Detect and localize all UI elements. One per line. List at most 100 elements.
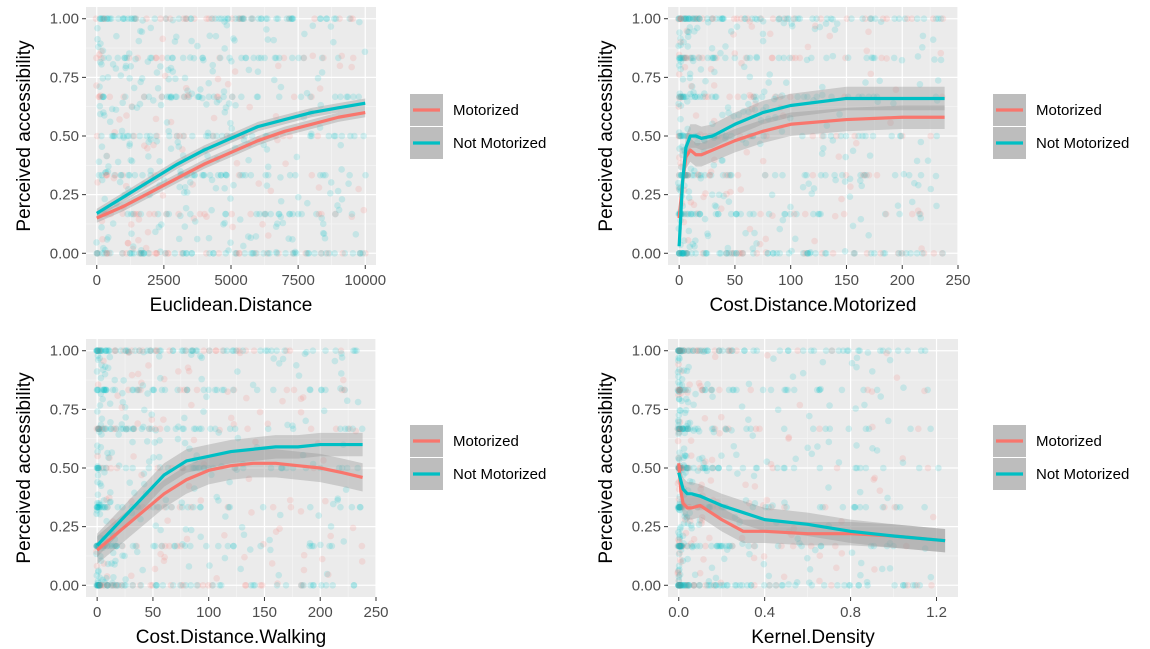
observation-point: [216, 54, 223, 62]
x-axis-title: Cost.Distance.Motorized: [710, 295, 917, 316]
observation-point: [107, 498, 114, 506]
observation-point: [780, 573, 788, 581]
observation-point: [111, 376, 119, 384]
observation-point: [194, 93, 202, 101]
observation-point: [286, 210, 293, 218]
observation-point: [876, 77, 884, 85]
observation-point: [813, 93, 820, 101]
observation-point: [873, 386, 881, 394]
observation-point: [829, 249, 837, 257]
observation-point: [811, 237, 818, 245]
observation-point: [330, 15, 338, 23]
observation-point: [710, 82, 718, 89]
observation-point: [318, 69, 326, 76]
observation-point: [674, 503, 682, 511]
observation-point: [748, 23, 756, 30]
observation-point: [676, 503, 683, 511]
observation-point: [823, 15, 831, 23]
observation-point: [294, 210, 302, 218]
observation-point: [679, 425, 687, 433]
observation-point: [796, 54, 804, 62]
observation-point: [719, 111, 726, 119]
observation-point: [96, 574, 103, 581]
observation-point: [678, 503, 685, 511]
observation-point: [94, 478, 101, 486]
observation-point: [163, 93, 171, 101]
observation-point: [811, 546, 819, 554]
observation-point: [137, 249, 145, 257]
observation-point: [99, 75, 107, 82]
observation-point: [680, 454, 687, 462]
observation-point: [676, 425, 683, 433]
observation-point: [803, 171, 810, 179]
observation-point: [785, 433, 793, 441]
observation-point: [300, 566, 308, 574]
observation-point: [914, 207, 922, 214]
observation-point: [728, 542, 736, 550]
observation-point: [121, 54, 128, 62]
observation-point: [291, 249, 298, 257]
observation-point: [819, 83, 826, 91]
observation-point: [250, 347, 258, 355]
observation-point: [729, 542, 736, 550]
observation-point: [262, 15, 270, 23]
observation-point: [135, 216, 143, 223]
observation-point: [899, 249, 906, 257]
observation-point: [916, 581, 924, 589]
observation-point: [794, 535, 802, 542]
observation-point: [862, 503, 870, 511]
observation-point: [96, 581, 103, 589]
observation-point: [260, 141, 268, 149]
observation-point: [808, 581, 816, 589]
observation-point: [137, 27, 144, 35]
observation-point: [335, 206, 343, 214]
observation-point: [916, 81, 924, 88]
observation-point: [128, 210, 135, 218]
observation-point: [809, 132, 817, 140]
observation-point: [714, 210, 722, 218]
observation-point: [686, 425, 694, 433]
observation-point: [683, 395, 690, 403]
observation-point: [778, 92, 786, 99]
observation-point: [258, 581, 266, 589]
observation-point: [223, 132, 231, 140]
observation-point: [725, 198, 733, 206]
observation-point: [317, 15, 325, 23]
observation-point: [128, 230, 135, 237]
observation-point: [675, 503, 683, 511]
observation-point: [161, 542, 169, 550]
observation-point: [213, 386, 221, 394]
observation-point: [109, 220, 117, 227]
observation-point: [254, 93, 262, 101]
observation-point: [182, 15, 190, 23]
observation-point: [145, 153, 152, 160]
observation-point: [122, 464, 130, 472]
observation-point: [331, 357, 339, 365]
y-tick-label: 0.75: [50, 69, 79, 86]
observation-point: [258, 15, 265, 23]
observation-point: [143, 347, 151, 355]
observation-point: [790, 525, 798, 532]
observation-point: [723, 546, 731, 553]
observation-point: [112, 542, 119, 550]
observation-point: [779, 171, 786, 179]
observation-point: [94, 249, 101, 257]
observation-point: [924, 464, 932, 472]
observation-point: [94, 425, 102, 433]
observation-point: [853, 354, 861, 362]
observation-point: [676, 542, 684, 550]
observation-point: [792, 54, 799, 62]
observation-point: [760, 553, 768, 560]
observation-point: [696, 15, 703, 23]
observation-point: [789, 542, 797, 550]
observation-point: [127, 572, 135, 580]
observation-point: [707, 168, 715, 175]
observation-point: [112, 106, 120, 113]
observation-point: [732, 249, 740, 257]
observation-point: [129, 386, 137, 394]
observation-point: [867, 542, 875, 550]
observation-point: [119, 542, 126, 550]
observation-point: [764, 249, 772, 257]
observation-point: [135, 347, 143, 355]
observation-point: [134, 54, 142, 62]
